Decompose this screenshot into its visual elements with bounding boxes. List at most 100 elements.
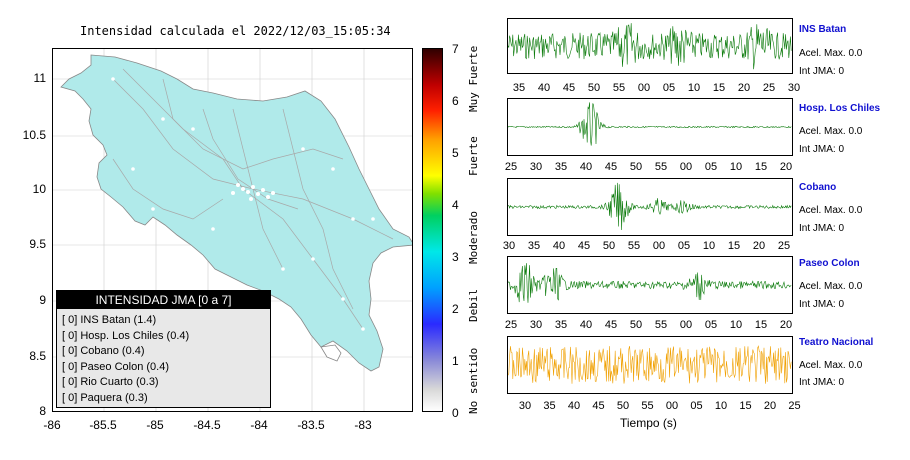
time-tick: 30	[529, 161, 543, 173]
time-ticks: 35 40 45 50 55 00 05 10 15 20 25 30	[507, 82, 800, 96]
waveform-ins-batan[interactable]	[507, 18, 793, 74]
time-tick: 15	[739, 400, 752, 412]
waveform-line	[508, 23, 792, 70]
map-ytick: 8	[39, 404, 46, 418]
station-name[interactable]: Hosp. Los Chiles	[799, 103, 881, 114]
station-name[interactable]: Paseo Colon	[799, 258, 860, 269]
waveform-svg	[508, 263, 792, 303]
colorbar-tick: 5	[452, 146, 459, 160]
costa-rica-landmass	[60, 54, 412, 372]
station-int: Int JMA: 0	[799, 377, 845, 388]
waveform-svg	[508, 182, 792, 231]
map-xtick: -86	[43, 418, 61, 432]
map-xtick: -83.5	[297, 418, 325, 432]
station-acel: Acel. Max. 0.0	[799, 48, 863, 59]
legend-item: [ 0] Cobano (0.4)	[62, 345, 145, 357]
station-int: Int JMA: 0	[799, 144, 845, 155]
legend-title: INTENSIDAD JMA [0 a 7]	[57, 291, 270, 309]
time-tick: 35	[554, 161, 568, 173]
colorbar-label-moderado: Moderado	[467, 211, 480, 264]
time-tick: 25	[762, 82, 776, 94]
waveform-cobano[interactable]	[507, 178, 793, 236]
time-tick: 10	[687, 82, 701, 94]
map-xtick: -85.5	[89, 418, 117, 432]
station-acel: Acel. Max. 0.0	[799, 281, 863, 292]
waveform-svg	[508, 102, 792, 146]
waveform-line	[508, 102, 792, 146]
time-tick: 10	[702, 240, 716, 252]
colorbar-tick: 6	[452, 94, 459, 108]
waveform-line	[508, 263, 792, 303]
waveform-svg	[508, 23, 792, 70]
colorbar-tick: 4	[452, 198, 459, 212]
time-tick: 00	[665, 400, 679, 412]
time-tick: 20	[752, 240, 766, 252]
map-ytick: 9.5	[29, 237, 46, 251]
colorbar-label-fuerte: Fuerte	[467, 136, 480, 176]
colorbar-label-debil: Debil	[467, 288, 480, 322]
colorbar-label-muy-fuerte: Muy Fuerte	[467, 45, 480, 112]
time-ticks: 25 30 35 40 45 50 55 00 05 10 15 20	[505, 161, 793, 175]
intensity-legend: INTENSIDAD JMA [0 a 7] [ 0] INS Batan (1…	[56, 290, 271, 408]
map-ytick: 8.5	[29, 349, 46, 363]
time-tick: 00	[637, 82, 651, 94]
time-tick: 05	[662, 82, 676, 94]
station-dots	[111, 77, 375, 331]
time-tick: 35	[554, 319, 568, 331]
time-tick: 15	[712, 82, 726, 94]
waveform-teatro-nacional[interactable]	[507, 336, 793, 394]
time-tick: 30	[502, 240, 516, 252]
time-tick: 45	[577, 240, 591, 252]
station-acel: Acel. Max. 0.0	[799, 360, 863, 371]
time-tick: 55	[654, 161, 668, 173]
map-xtick: -83	[354, 418, 372, 432]
time-tick: 55	[612, 82, 626, 94]
colorbar-tick: 3	[452, 250, 459, 264]
map-ytick: 10	[32, 182, 46, 196]
waveform-svg	[508, 345, 792, 384]
colorbar-tick: 1	[452, 354, 459, 368]
station-name[interactable]: INS Batan	[799, 24, 847, 35]
time-ticks: 30 35 40 45 50 55 00 05 10 15 20 25	[503, 240, 793, 254]
time-tick: 50	[629, 161, 643, 173]
time-tick: 10	[729, 319, 743, 331]
colorbar-tick: 7	[452, 42, 459, 56]
legend-item: [ 0] Hosp. Los Chiles (0.4)	[62, 329, 190, 342]
time-tick: 45	[562, 82, 576, 94]
waveform-hosp-los-chiles[interactable]	[507, 98, 793, 156]
time-tick: 30	[787, 82, 801, 94]
legend-item: [ 0] INS Batan (1.4)	[62, 314, 157, 326]
time-tick: 35	[527, 240, 541, 252]
time-ticks: 25 30 35 40 45 50 55 00 05 10 15 20	[505, 319, 793, 333]
time-tick: 00	[652, 240, 666, 252]
time-tick: 30	[518, 400, 532, 412]
time-tick: 40	[579, 319, 593, 331]
time-tick: 40	[567, 400, 581, 412]
waveform-paseo-colon[interactable]	[507, 256, 793, 314]
legend-item: [ 0] Rio Cuarto (0.3)	[62, 376, 159, 388]
map-xtick: -84.5	[193, 418, 221, 432]
time-tick: 20	[737, 82, 751, 94]
station-int: Int JMA: 0	[799, 66, 845, 77]
time-ticks: 30 35 40 45 50 55 00 05 10 15 20 25	[507, 400, 801, 414]
station-name[interactable]: Cobano	[799, 182, 837, 193]
map-xtick: -84	[250, 418, 268, 432]
intensity-colorbar	[422, 48, 443, 412]
legend-list: [ 0] INS Batan (1.4) [ 0] Hosp. Los Chil…	[57, 309, 270, 406]
time-tick: 15	[727, 240, 741, 252]
time-tick: 40	[579, 161, 593, 173]
station-acel: Acel. Max. 0.0	[799, 205, 863, 216]
time-tick: 15	[754, 319, 768, 331]
map-title: Intensidad calculada el 2022/12/03_15:05…	[80, 24, 391, 38]
time-tick: 05	[704, 319, 718, 331]
map-ytick: 9	[39, 293, 46, 307]
colorbar-label-no-sentido: No sentido	[467, 347, 480, 414]
time-tick: 55	[654, 319, 668, 331]
station-name[interactable]: Teatro Nacional	[799, 337, 874, 348]
time-tick: 50	[602, 240, 616, 252]
station-acel: Acel. Max. 0.0	[799, 126, 863, 137]
time-tick: 25	[788, 400, 801, 412]
time-tick: 10	[714, 400, 728, 412]
time-tick: 50	[616, 400, 630, 412]
time-tick: 05	[704, 161, 718, 173]
